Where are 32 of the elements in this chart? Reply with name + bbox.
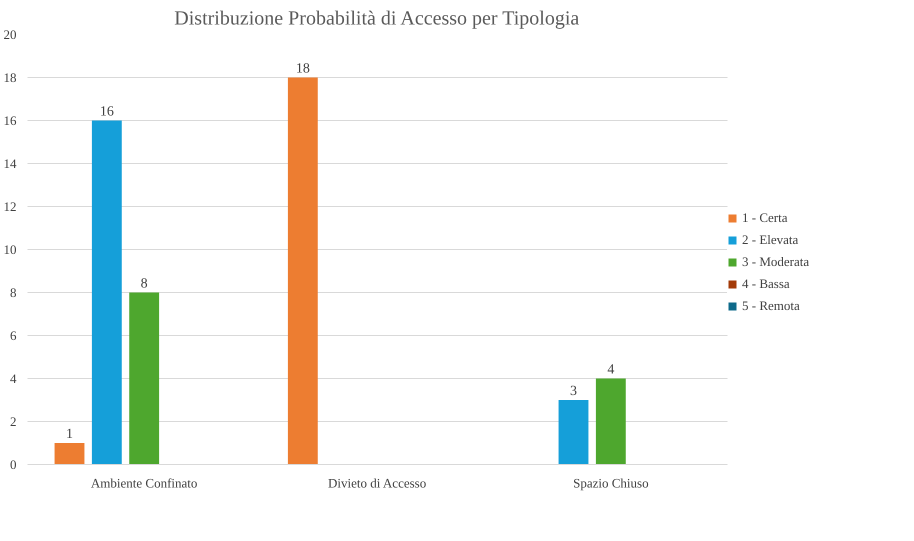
data-label: 8 [140, 276, 148, 292]
bar [288, 78, 318, 464]
y-tick-label: 20 [4, 27, 16, 42]
chart-title: Distribuzione Probabilità di Accesso per Tipologia [174, 8, 580, 30]
y-tick-label: 6 [10, 328, 17, 343]
y-tick-label: 10 [4, 242, 16, 257]
legend-label: 1 - Certa [742, 210, 788, 226]
data-label: 4 [607, 362, 614, 378]
bar [558, 400, 588, 464]
y-tick-label: 12 [4, 199, 16, 214]
data-label: 18 [296, 62, 310, 76]
data-label: 1 [66, 427, 73, 442]
x-tick-label: Divieto di Accesso [328, 476, 426, 490]
y-tick-label: 4 [10, 371, 17, 386]
y-tick-label: 0 [10, 457, 16, 472]
legend-label: 2 - Elevata [742, 232, 798, 248]
y-tick-label: 14 [4, 156, 17, 171]
y-tick-label: 2 [10, 414, 16, 429]
bar [54, 443, 84, 464]
bar [92, 120, 122, 464]
y-tick-label: 8 [10, 285, 16, 300]
bar [129, 292, 160, 464]
x-tick-label: Spazio Chiuso [573, 476, 649, 490]
y-tick-label: 18 [4, 70, 16, 85]
legend-label: 3 - Moderata [742, 254, 810, 270]
legend-label: 5 - Remota [742, 298, 800, 314]
y-tick-label: 16 [4, 113, 17, 128]
x-tick-label: Ambiente Confinato [90, 476, 198, 490]
data-label: 3 [570, 384, 577, 399]
data-label: 16 [100, 104, 114, 120]
legend-label: 4 - Bassa [742, 276, 790, 292]
bar [596, 378, 626, 464]
